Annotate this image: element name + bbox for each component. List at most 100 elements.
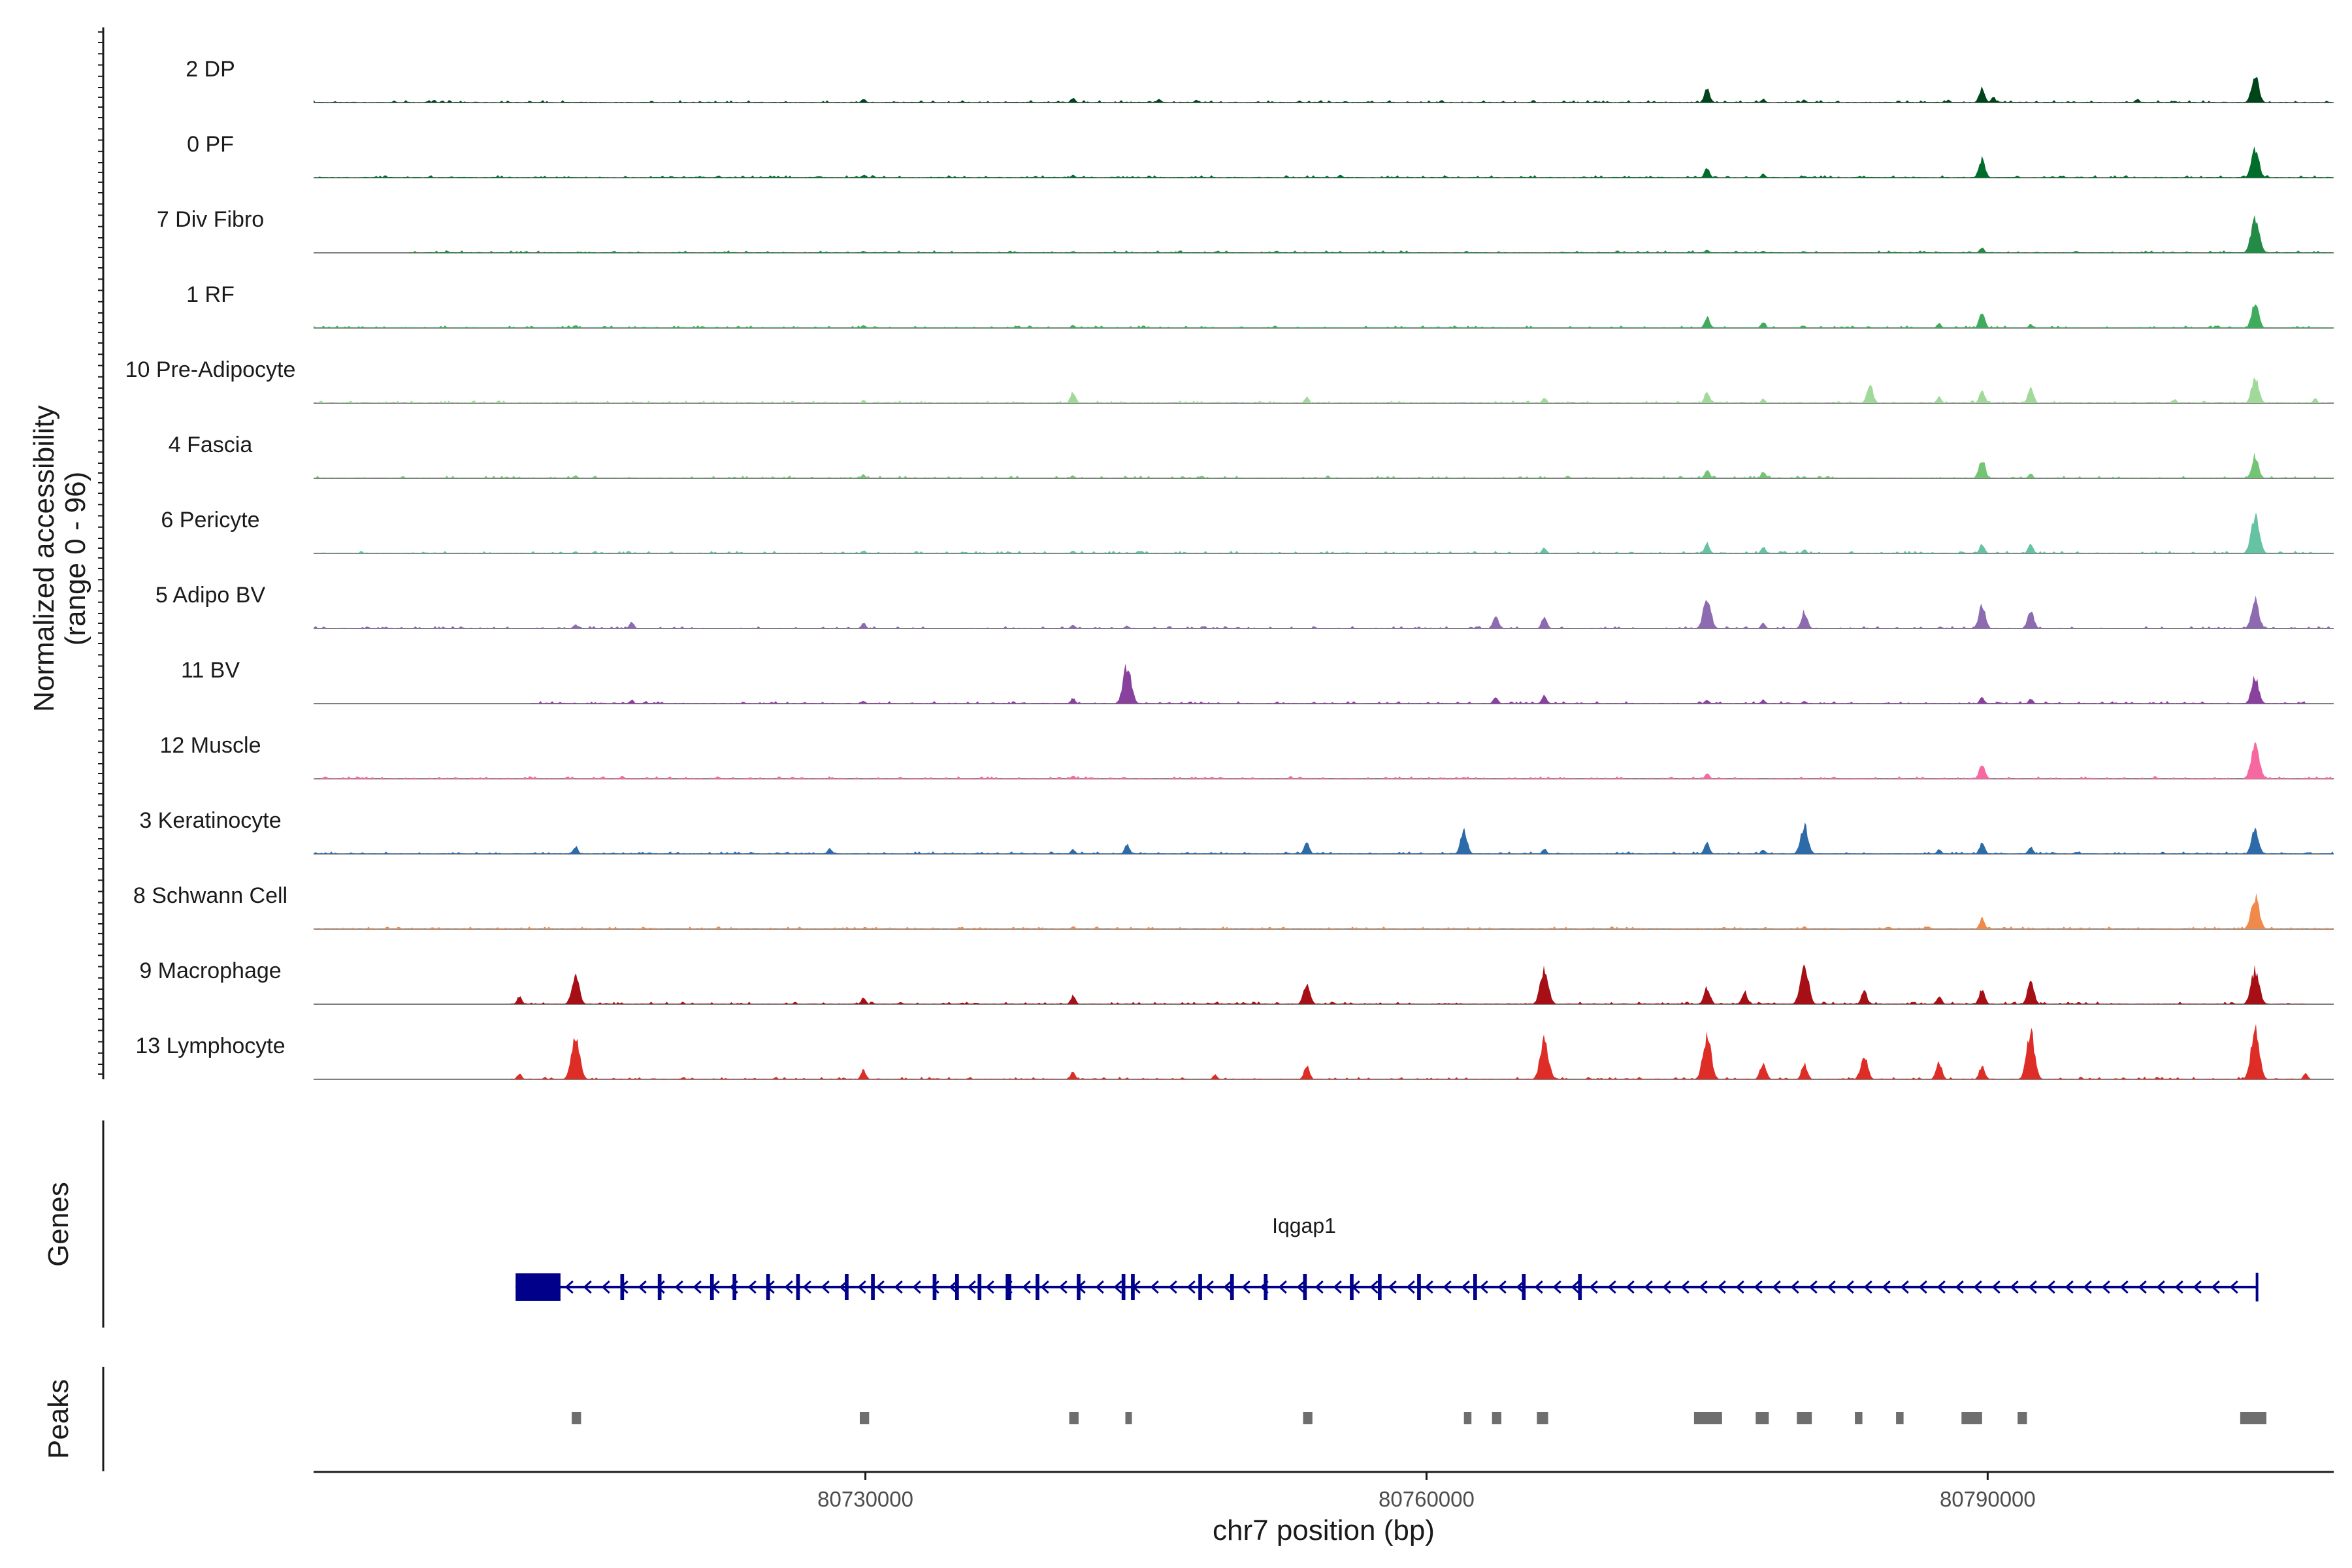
track-peak [1797, 549, 1812, 553]
track-peak [1066, 174, 1081, 178]
track-peak [2017, 1028, 2044, 1079]
track-peak [1064, 994, 1082, 1004]
track-peak [1452, 828, 1476, 854]
strand-arrow [2211, 1280, 2220, 1294]
y-axis-ticks [98, 31, 103, 1075]
track-noise [314, 175, 2334, 178]
track-peak [1697, 985, 1718, 1004]
track-peak [568, 475, 583, 478]
strand-arrow [2028, 1280, 2037, 1294]
track-peak [2307, 398, 2323, 403]
strand-arrow [2138, 1280, 2147, 1294]
track-peak [855, 623, 872, 629]
strand-arrow [1699, 1280, 1708, 1294]
gene-exon [1036, 1274, 1039, 1300]
track-8 [314, 663, 2334, 704]
strand-arrow [2229, 1280, 2238, 1294]
track-peak [2243, 77, 2268, 103]
strand-arrow [1095, 1280, 1104, 1294]
track-peak [856, 99, 871, 103]
strand-arrow [1333, 1280, 1342, 1294]
track-peak [1972, 765, 1992, 779]
track-13 [314, 1024, 2334, 1080]
track-0 [314, 77, 2334, 103]
coverage-tracks [314, 77, 2334, 1080]
track-peak [1064, 391, 1082, 403]
track-peak [1797, 926, 1812, 929]
strand-arrow [1717, 1280, 1726, 1294]
track-peak [1797, 176, 1812, 178]
strand-arrow [2083, 1280, 2092, 1294]
peak-regions [572, 1412, 2266, 1424]
track-label: 0 PF [187, 132, 234, 157]
strand-arrow [1754, 1280, 1763, 1294]
gene-name-label: Iqgap1 [1272, 1214, 1336, 1237]
track-noise [510, 1002, 2306, 1004]
track-peak [1065, 698, 1081, 704]
track-peak [1537, 849, 1552, 854]
track-peak [1699, 774, 1715, 779]
strand-arrow [1827, 1280, 1836, 1294]
strand-arrow [1882, 1280, 1891, 1294]
gene-exon [620, 1274, 625, 1300]
track-5 [314, 452, 2334, 479]
track-peak [2021, 387, 2041, 403]
track-peak [1299, 396, 1315, 403]
track-7 [314, 595, 2334, 629]
track-6 [314, 512, 2334, 554]
track-peak [1487, 697, 1504, 704]
track-peak [1972, 390, 1991, 403]
track-10 [314, 822, 2334, 855]
peak-region [2240, 1412, 2266, 1424]
gene-exon [1578, 1274, 1582, 1300]
track-label: 10 Pre-Adipocyte [125, 357, 296, 382]
track-peak [1931, 849, 1947, 854]
strand-arrow [1991, 1280, 2001, 1294]
track-peak [624, 699, 639, 704]
track-peak [1698, 392, 1716, 403]
gene-exon [710, 1274, 714, 1300]
track-peak [1066, 325, 1081, 328]
track-peak [1531, 965, 1558, 1004]
track-peak [1755, 546, 1771, 553]
track-peak [1698, 316, 1716, 328]
y-axis-title-line1: Normalized accessibility [28, 405, 60, 711]
track-noise [314, 400, 2334, 403]
peak-region [1855, 1412, 1863, 1424]
strand-arrow [985, 1280, 994, 1294]
track-peak [856, 550, 871, 553]
strand-arrow [1223, 1280, 1232, 1294]
track-peak [1698, 542, 1716, 553]
track-2 [314, 215, 2334, 253]
track-peak [2023, 323, 2038, 328]
track-peak [1699, 700, 1715, 704]
track-peak [2023, 698, 2038, 704]
track-peak [856, 700, 871, 704]
track-peak [1207, 1074, 1223, 1079]
peak-region [1797, 1412, 1812, 1424]
gene-exon [1131, 1274, 1135, 1300]
strand-arrow [2046, 1280, 2055, 1294]
track-1 [314, 146, 2334, 178]
track-peak [2022, 846, 2039, 854]
strand-arrow [1644, 1280, 1653, 1294]
x-axis-title: chr7 position (bp) [1213, 1514, 1435, 1546]
gene-exon [1473, 1274, 1477, 1300]
strand-arrow [1424, 1280, 1433, 1294]
gene-exon [1417, 1274, 1421, 1300]
track-peak [1972, 86, 1992, 103]
track-peak [1753, 1062, 1774, 1079]
strand-arrow [1900, 1280, 1909, 1294]
strand-arrow [2010, 1280, 2019, 1294]
track-peak [568, 325, 583, 328]
track-peak [1694, 600, 1720, 629]
track-label: 7 Div Fibro [157, 207, 264, 232]
track-peak [568, 401, 583, 403]
track-peak [855, 1069, 872, 1079]
strand-arrow [1808, 1280, 1818, 1294]
track-12 [314, 964, 2334, 1005]
track-peak [1119, 843, 1136, 854]
track-label: 1 RF [186, 282, 235, 307]
track-peak [1113, 663, 1141, 704]
strand-arrow [1296, 1280, 1305, 1294]
